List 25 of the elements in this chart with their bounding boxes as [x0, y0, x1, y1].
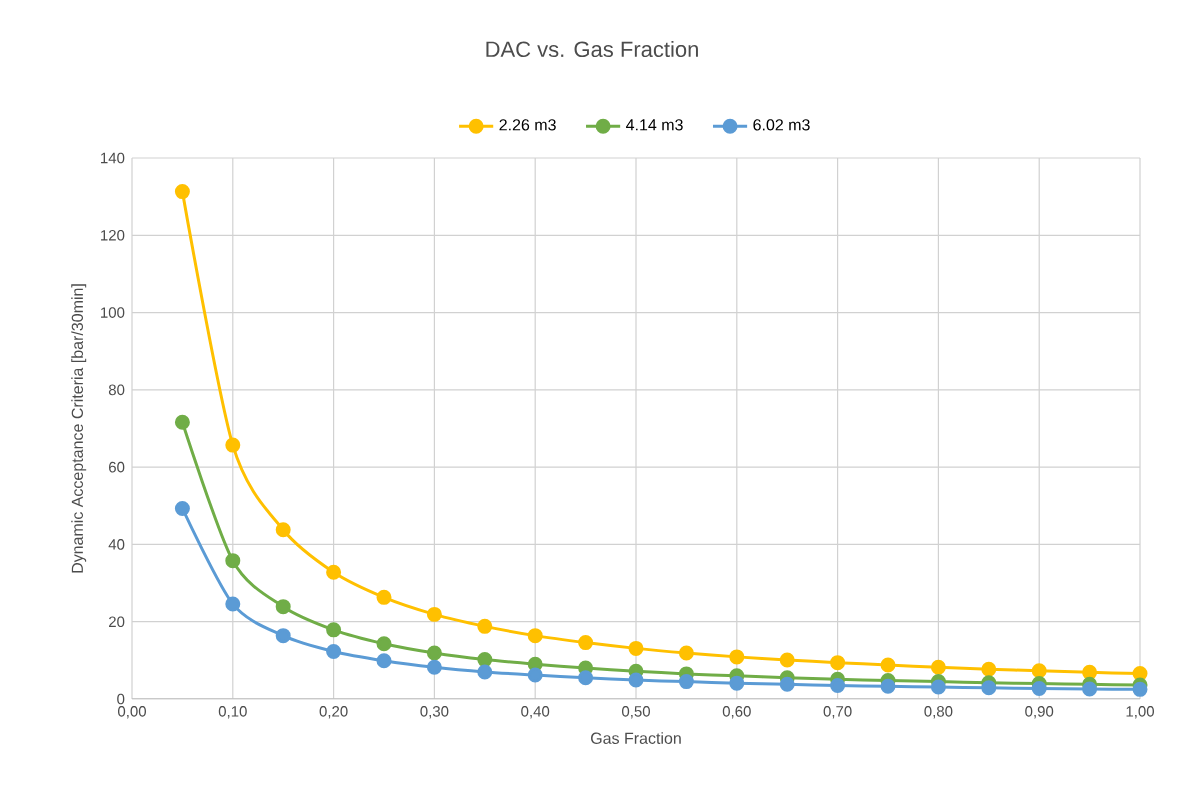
x-tick-label: 0,00: [118, 706, 146, 719]
x-tick-label: 0,50: [622, 706, 650, 719]
y-tick-label: 120: [101, 229, 125, 241]
x-tick-label: 0,70: [823, 706, 852, 719]
x-tick-label: 0,80: [924, 706, 953, 719]
x-axis-title: Gas Fraction: [591, 732, 681, 744]
legend-label: 2.26 m3: [499, 119, 556, 131]
y-axis-title: Dynamic Acceptance Criteria [bar/30min]: [71, 284, 87, 573]
x-tick-label: 0,40: [521, 706, 550, 719]
y-tick-label: 60: [109, 461, 125, 473]
y-tick-label: 100: [101, 307, 125, 318]
x-tick-label: 0,60: [722, 706, 751, 719]
legend-label: 6.02 m3: [753, 119, 810, 131]
legend-label: 4.14 m3: [626, 119, 683, 131]
y-tick-label: 40: [108, 539, 125, 550]
chart-title: DAC vs. Gas Fraction: [486, 40, 698, 58]
x-tick-label: 0,10: [218, 706, 247, 719]
x-tick-label: 0,30: [420, 706, 449, 719]
y-tick-label: 0: [117, 693, 125, 705]
y-tick-label: 140: [101, 152, 125, 164]
y-tick-label: 80: [108, 384, 125, 396]
y-tick-label: 20: [109, 616, 125, 628]
x-tick-label: 1,00: [1126, 706, 1154, 719]
x-tick-label: 0,20: [319, 706, 348, 719]
x-tick-label: 0,90: [1025, 706, 1054, 719]
